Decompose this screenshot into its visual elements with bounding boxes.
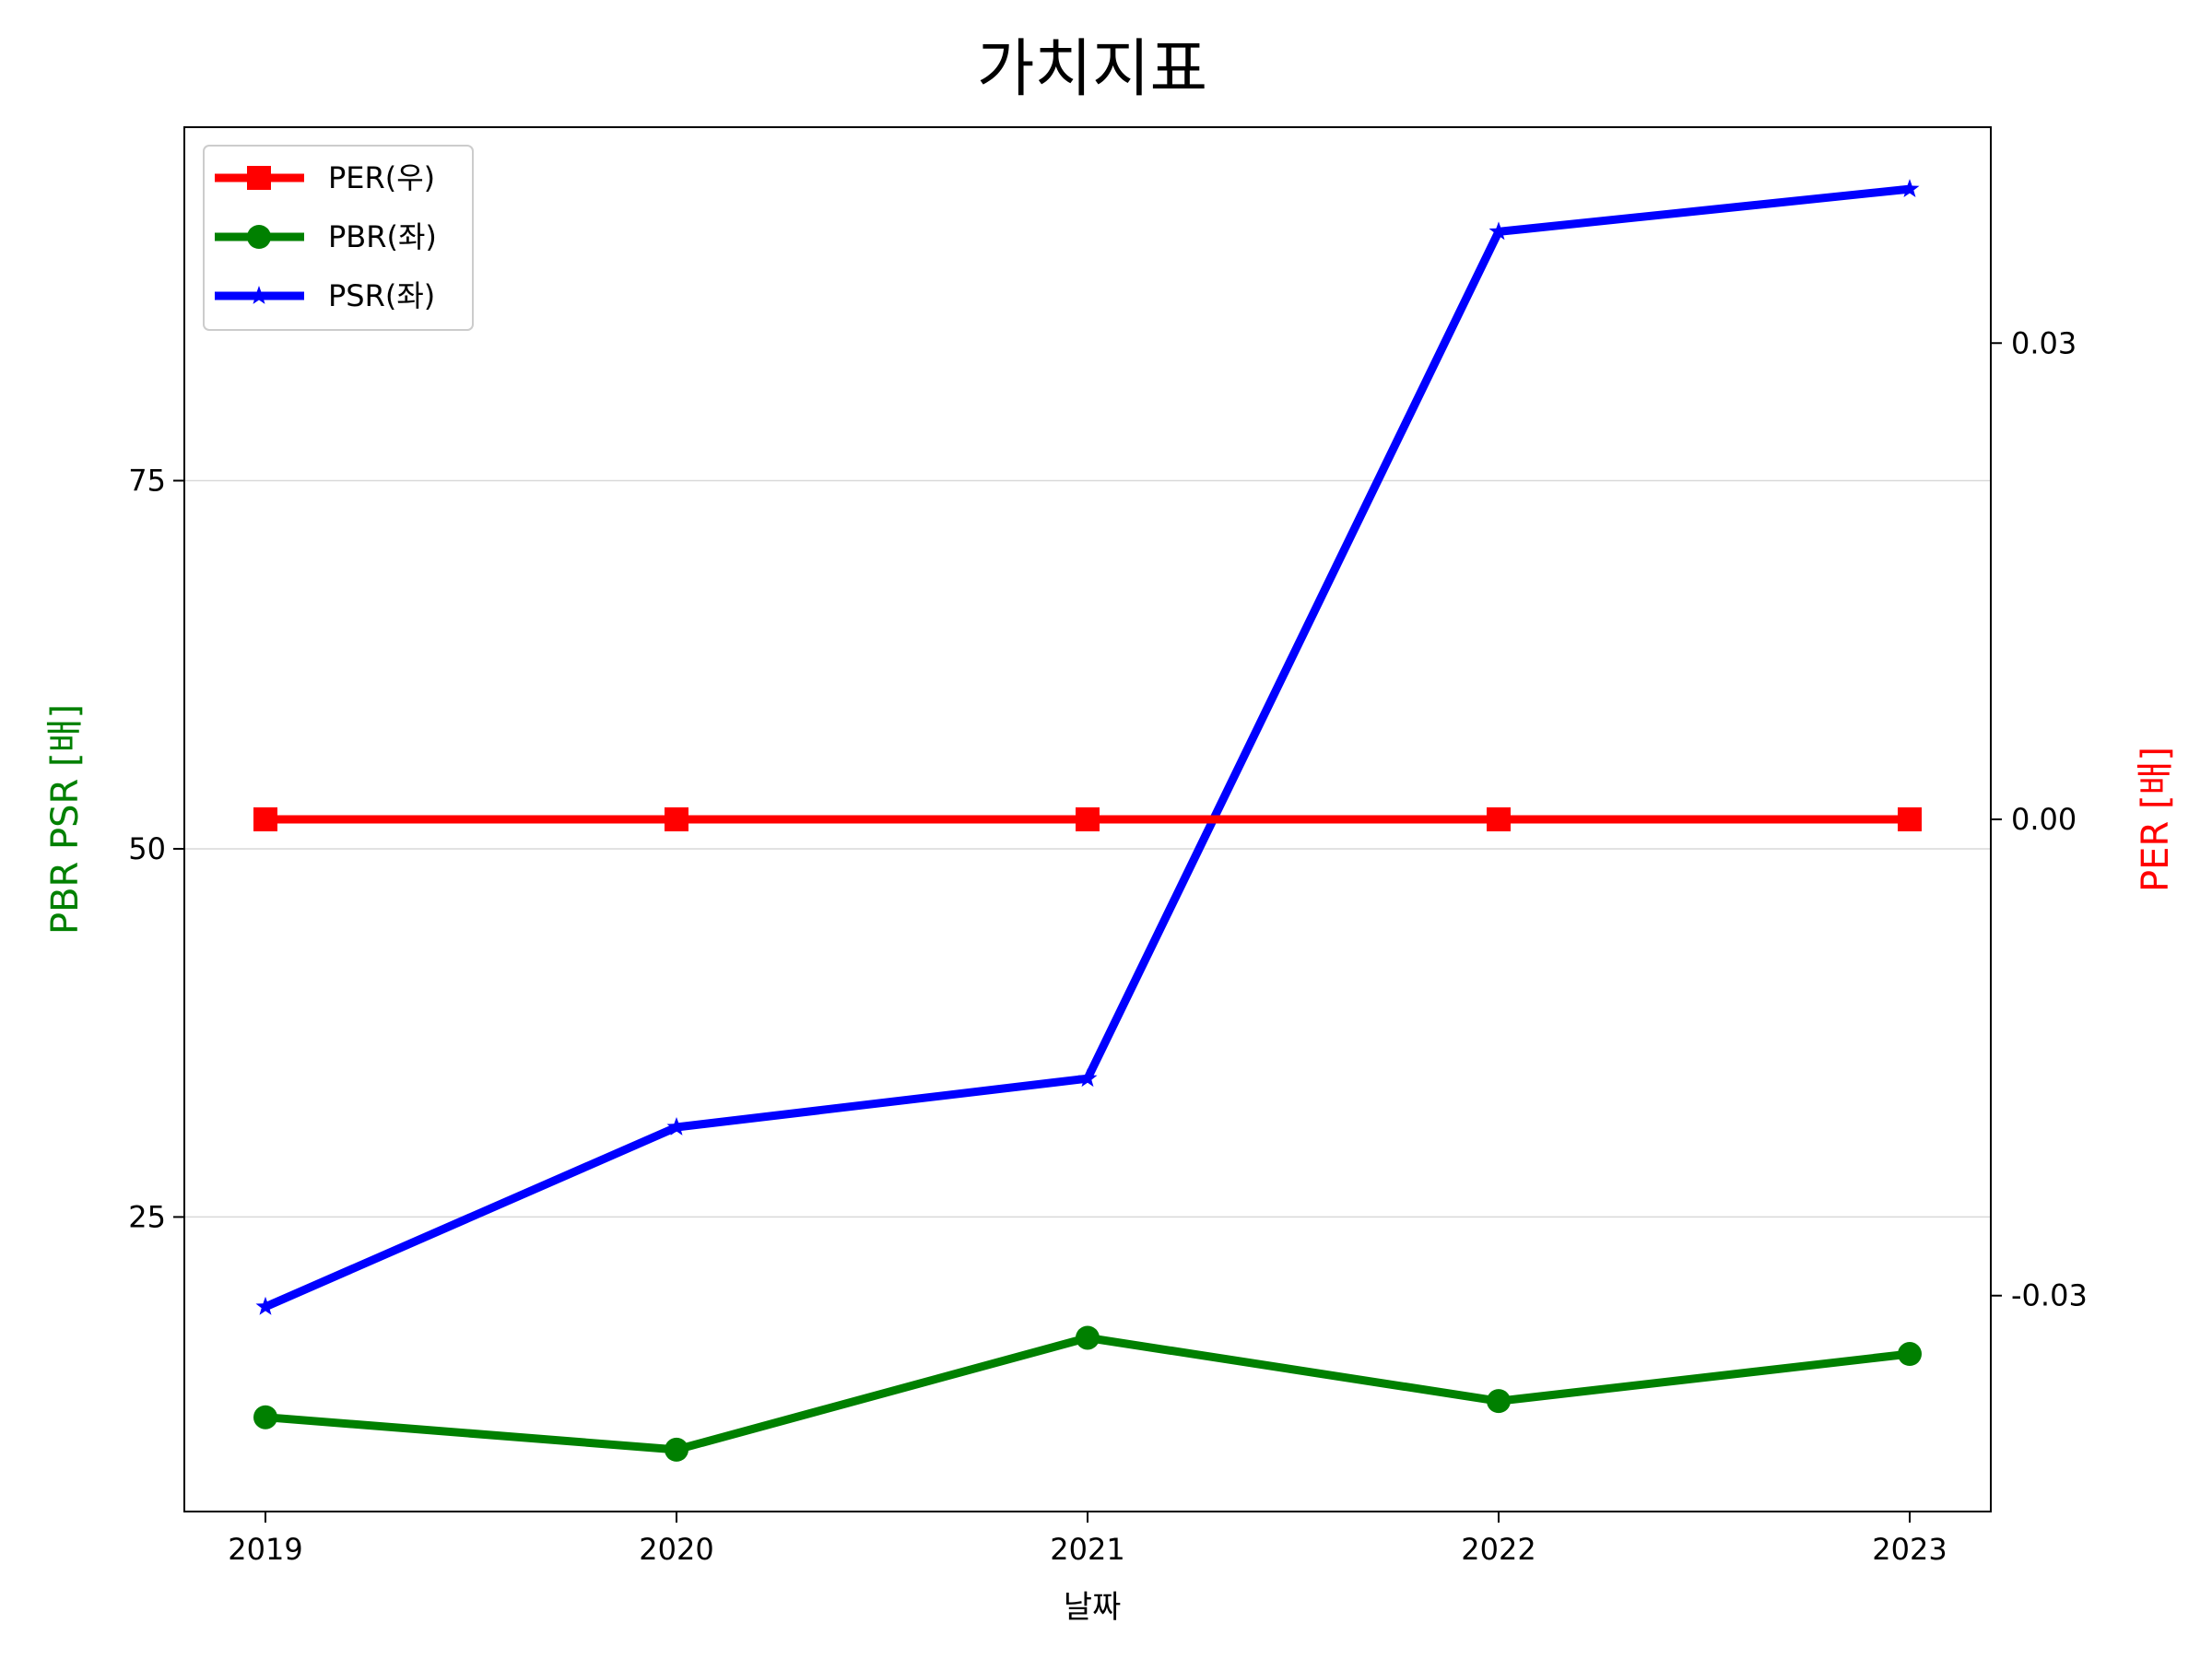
x-tick-label: 2023 (1872, 1532, 1947, 1567)
legend: PER(우) PBR(좌) PSR(좌) (203, 145, 474, 331)
legend-box (203, 145, 474, 331)
data-point-per (665, 807, 688, 831)
data-point-pbr (1898, 1342, 1922, 1367)
right-y-axis: 0.03 0.00 -0.03 (1991, 325, 2088, 1313)
legend-item-pbr: PBR(좌) (215, 219, 437, 254)
data-point-pbr (1487, 1389, 1511, 1414)
right-y-axis-label: PER [배] (2135, 747, 2177, 892)
data-point-psr (666, 1117, 687, 1135)
data-point-psr (255, 1296, 276, 1315)
data-point-per (1076, 807, 1100, 831)
x-tick-label: 2020 (639, 1532, 713, 1567)
legend-swatch-marker (247, 166, 271, 190)
y-right-tick-label: -0.03 (2011, 1278, 2088, 1313)
y-right-tick-label: 0.00 (2011, 802, 2077, 837)
data-point-pbr (1076, 1325, 1100, 1350)
data-point-psr (1488, 221, 1509, 241)
gridlines (184, 479, 1991, 1218)
legend-items: PER(우) PBR(좌) PSR(좌) (215, 160, 437, 313)
left-y-axis-label: PBR PSR [배] (44, 704, 87, 935)
data-point-pbr (253, 1405, 277, 1430)
legend-swatch-marker (249, 286, 269, 304)
data-point-psr (1900, 179, 1920, 197)
series-per (253, 807, 1922, 831)
left-y-axis: 25 50 75 (128, 463, 184, 1234)
legend-item-psr: PSR(좌) (215, 278, 435, 313)
x-tick-label: 2022 (1461, 1532, 1535, 1567)
x-tick-label: 2021 (1050, 1532, 1124, 1567)
x-tick-label: 2019 (228, 1532, 302, 1567)
legend-label: PSR(좌) (328, 278, 435, 313)
series-layer (253, 179, 1922, 1462)
y-left-tick-label: 75 (128, 463, 166, 498)
legend-label: PBR(좌) (328, 219, 437, 254)
data-point-pbr (665, 1437, 688, 1462)
legend-label: PER(우) (328, 160, 435, 195)
y-left-tick-label: 50 (128, 831, 166, 866)
x-axis: 2019 2020 2021 2022 2023 (228, 1512, 1947, 1567)
legend-swatch-marker (247, 225, 271, 249)
y-left-tick-label: 25 (128, 1199, 166, 1234)
series-psr (255, 179, 1920, 1315)
x-axis-label: 날짜 (1064, 1589, 1122, 1626)
legend-item-per: PER(우) (215, 160, 435, 195)
data-point-per (1487, 807, 1511, 831)
series-pbr (253, 1325, 1922, 1462)
y-right-tick-label: 0.03 (2011, 325, 2077, 360)
chart-title: 가치지표 (977, 33, 1207, 106)
data-point-psr (1077, 1068, 1098, 1088)
data-point-per (253, 807, 277, 831)
data-point-per (1898, 807, 1922, 831)
